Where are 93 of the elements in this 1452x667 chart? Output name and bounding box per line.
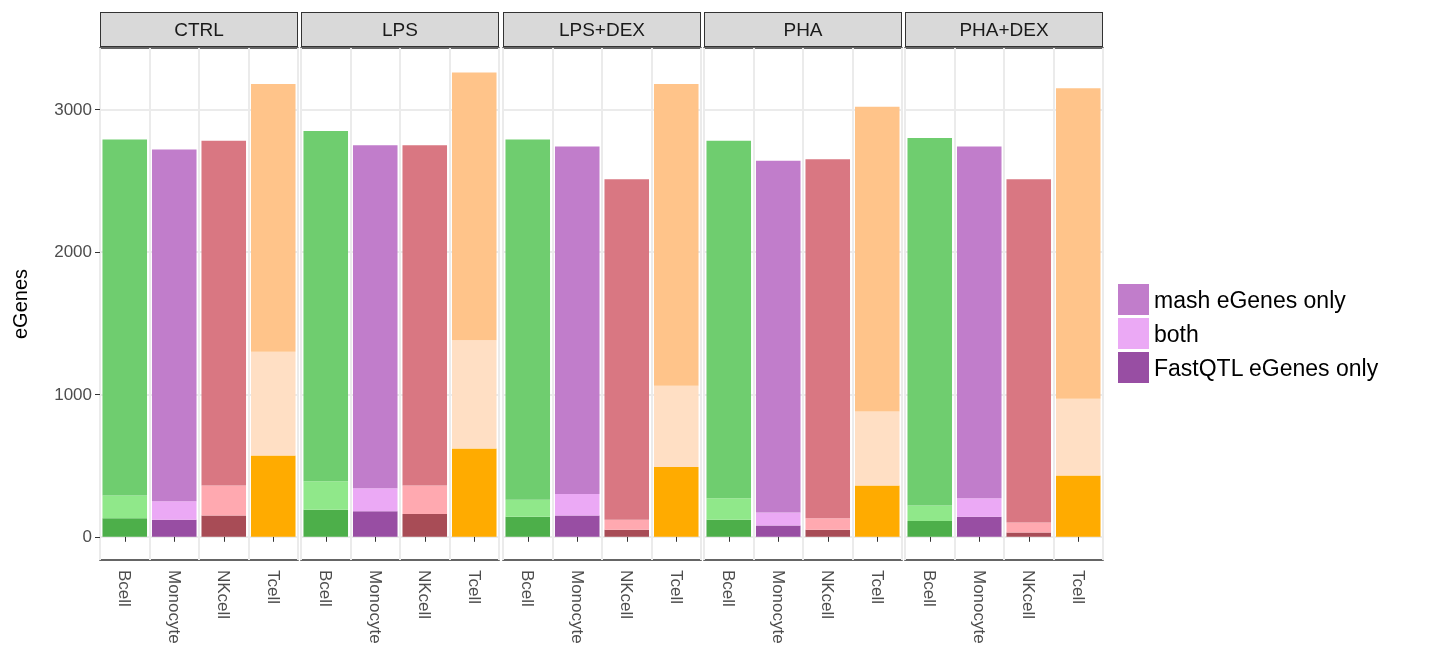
bar <box>451 340 497 449</box>
x-tick-label: NKcell <box>214 570 234 620</box>
bar <box>854 485 900 537</box>
chart-title: PHA+DEX <box>905 12 1103 47</box>
bar <box>505 499 551 517</box>
bar <box>303 481 349 510</box>
bar <box>755 525 801 537</box>
y-tick-label: 1000 <box>54 384 92 404</box>
x-tick-label: NKcell <box>1019 570 1039 620</box>
bar <box>956 498 1002 517</box>
bar <box>451 448 497 537</box>
x-tick-label: Monocyte <box>969 570 989 644</box>
bar <box>805 529 851 537</box>
bar <box>956 516 1002 537</box>
bar <box>505 139 551 500</box>
x-tick-label: Bcell <box>518 570 538 607</box>
y-tick-label: 2000 <box>54 242 92 262</box>
bar <box>1006 532 1052 537</box>
bar <box>201 485 247 516</box>
bar <box>1055 88 1101 399</box>
bar <box>402 514 448 537</box>
bar <box>604 519 650 530</box>
bar <box>102 495 148 519</box>
x-tick-label: NKcell <box>818 570 838 620</box>
x-tick-label: Bcell <box>719 570 739 607</box>
bar <box>1055 475 1101 537</box>
bar <box>250 455 296 537</box>
bar <box>706 519 752 537</box>
bar <box>907 521 953 537</box>
bar <box>554 494 600 516</box>
legend-label: both <box>1154 320 1199 347</box>
bar <box>1006 179 1052 523</box>
bar <box>554 146 600 495</box>
bar <box>505 516 551 537</box>
bar <box>604 529 650 537</box>
y-tick-label: 3000 <box>54 100 92 120</box>
bar <box>250 83 296 352</box>
x-tick-label: Monocyte <box>365 570 385 644</box>
x-tick-label: Tcell <box>666 570 686 605</box>
bar <box>706 140 752 499</box>
x-tick-label: Monocyte <box>768 570 788 644</box>
x-tick-label: NKcell <box>415 570 435 620</box>
chart-title: LPS+DEX <box>503 12 701 47</box>
bar <box>854 411 900 486</box>
bar <box>151 149 197 502</box>
x-tick-label: Tcell <box>464 570 484 605</box>
bar <box>706 498 752 520</box>
bar <box>956 146 1002 499</box>
x-tick-label: Tcell <box>867 570 887 605</box>
chart-title: PHA <box>704 12 902 47</box>
bar <box>653 385 699 467</box>
bar <box>554 515 600 537</box>
y-axis-title: eGenes <box>9 268 31 340</box>
bar <box>151 501 197 520</box>
chart-title: LPS <box>301 12 499 47</box>
bar <box>201 515 247 537</box>
chart-title: CTRL <box>100 12 298 47</box>
x-tick-label: Bcell <box>316 570 336 607</box>
bar <box>907 505 953 522</box>
bar <box>303 130 349 482</box>
x-tick-label: Tcell <box>263 570 283 605</box>
bar <box>653 467 699 537</box>
bar <box>402 485 448 514</box>
bar <box>1055 398 1101 476</box>
bar <box>102 518 148 537</box>
bar <box>402 145 448 486</box>
bar <box>451 72 497 341</box>
bar <box>303 509 349 537</box>
bar <box>352 145 398 489</box>
bar <box>352 488 398 512</box>
x-tick-label: Bcell <box>115 570 135 607</box>
x-tick-label: Monocyte <box>567 570 587 644</box>
y-tick-label: 0 <box>82 527 92 547</box>
bar <box>352 511 398 537</box>
bar <box>604 179 650 520</box>
bar <box>102 139 148 496</box>
bar <box>151 519 197 537</box>
x-tick-label: Monocyte <box>164 570 184 644</box>
x-tick-label: Bcell <box>920 570 940 607</box>
bar <box>1006 522 1052 533</box>
bar <box>907 138 953 506</box>
bar <box>755 512 801 526</box>
bar <box>653 83 699 386</box>
bar <box>250 351 296 456</box>
legend-label: FastQTL eGenes only <box>1154 354 1379 381</box>
x-tick-label: NKcell <box>617 570 637 620</box>
bar <box>854 106 900 412</box>
bar <box>805 518 851 530</box>
bar <box>805 159 851 519</box>
bar <box>201 140 247 486</box>
legend-label: mash eGenes only <box>1154 286 1347 313</box>
bar <box>755 160 801 513</box>
x-tick-label: Tcell <box>1068 570 1088 605</box>
